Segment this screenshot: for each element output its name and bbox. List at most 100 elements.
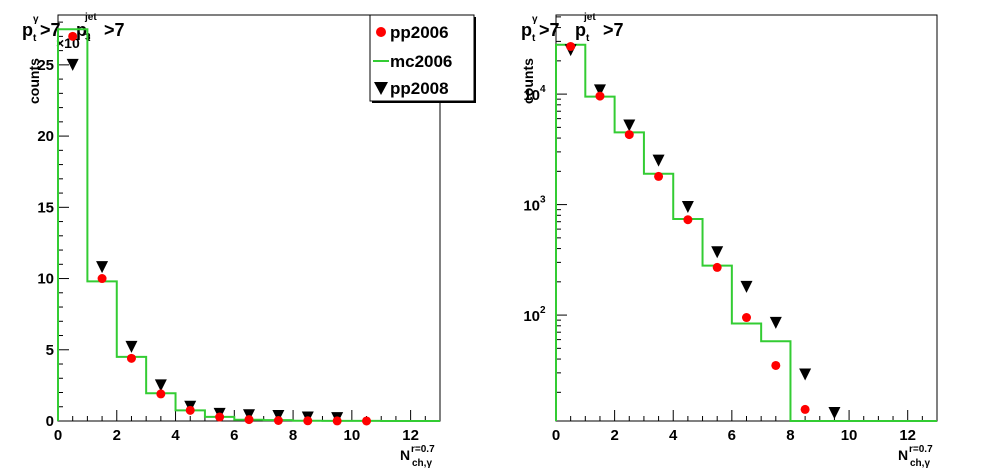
pp2008-point — [681, 201, 694, 214]
left-y-axis-label: counts — [26, 58, 42, 104]
x-label-main: N — [400, 447, 410, 463]
legend: pp2006 mc2006 pp2008 — [369, 14, 476, 103]
legend-shadow-bottom — [372, 101, 476, 103]
legend-marker-pp2008 — [374, 82, 388, 95]
mc2006-histogram-line — [555, 43, 937, 422]
pp2006-point — [332, 416, 342, 426]
title-p2: p — [575, 20, 586, 40]
x-tick-label: 12 — [899, 427, 916, 444]
pp2006-point — [273, 416, 283, 426]
title-jet-sup: jet — [583, 12, 596, 23]
y-tick-label-base: 10 — [523, 87, 540, 104]
pp2006-point — [185, 405, 195, 415]
pp2008-point — [623, 119, 636, 132]
x-label-sub: ch,γ — [910, 458, 930, 469]
y-tick-label-power: 2 — [540, 305, 546, 316]
pp2006-point — [68, 31, 78, 41]
x-label-sub: ch,γ — [412, 458, 432, 469]
y-tick-label-power: 3 — [540, 195, 546, 206]
pp2006-point — [215, 412, 225, 422]
pp2006-point — [624, 130, 634, 140]
pp2006-point — [712, 262, 722, 272]
pp2006-point — [683, 215, 693, 225]
pp2008-point — [711, 246, 724, 259]
pp2006-point — [362, 416, 372, 426]
mc2006-histogram-line — [57, 28, 440, 422]
title-gamma-sup: γ — [532, 14, 538, 25]
title-t2-sub: t — [586, 33, 590, 44]
pp2008-point — [125, 340, 138, 353]
pp2008-point — [769, 316, 782, 329]
right-data-marks — [555, 41, 937, 422]
title-threshold-1: >7 — [539, 20, 560, 40]
x-tick-label: 10 — [344, 427, 361, 444]
legend-marker-pp2006 — [376, 27, 386, 37]
x-tick-label: 10 — [841, 427, 858, 444]
pp2006-point — [303, 416, 313, 426]
pp2006-point — [742, 313, 751, 323]
pp2008-point — [593, 84, 606, 97]
y-tick-label: 20 — [37, 128, 54, 145]
x-tick-label: 4 — [669, 427, 678, 444]
title-gamma-sup: γ — [33, 14, 39, 25]
right-x-axis-label: N ch,γ r=0.7 — [898, 444, 933, 469]
pp2008-point — [799, 368, 812, 381]
y-tick-label-base: 10 — [523, 308, 540, 325]
title-threshold-1: >7 — [40, 20, 61, 40]
pp2006-point — [771, 360, 781, 370]
left-data-marks — [57, 28, 440, 426]
pp2008-point — [66, 58, 79, 71]
pp2008-point — [154, 379, 167, 392]
left-axes: 0 2 4 6 8 10 12 0 5 10 15 20 25 — [37, 21, 441, 444]
y-tick-label: 15 — [37, 199, 54, 216]
pp2006-point — [126, 353, 136, 363]
title-t-sub: t — [33, 33, 37, 44]
pp2006-point — [244, 415, 254, 425]
title-p: p — [22, 20, 33, 40]
pp2006-point — [566, 41, 576, 51]
x-label-main: N — [898, 447, 908, 463]
x-tick-label: 8 — [786, 427, 794, 444]
title-threshold-2: >7 — [603, 20, 624, 40]
pp2006-point — [156, 389, 166, 399]
pp2008-point — [828, 406, 841, 419]
x-label-sup: r=0.7 — [411, 444, 435, 455]
x-tick-label: 2 — [113, 427, 121, 444]
right-chart: p t γ >7 p t jet >7 counts N ch,γ r=0.7 … — [520, 12, 938, 469]
title-t-sub: t — [532, 33, 536, 44]
pp2008-point — [740, 280, 753, 293]
legend-box — [369, 14, 475, 102]
y-tick-label: 10 — [37, 271, 54, 288]
y-tick-label-base: 10 — [523, 198, 540, 215]
y-tick-label: 25 — [37, 57, 54, 74]
left-x-axis-label: N ch,γ r=0.7 — [400, 444, 435, 469]
title-jet-sup: jet — [84, 12, 97, 23]
right-plot-frame — [555, 14, 938, 422]
pp2006-point — [97, 274, 107, 284]
pp2006-point — [595, 91, 605, 101]
pp2006-point — [654, 171, 664, 181]
x-tick-label: 6 — [728, 427, 736, 444]
x-tick-label: 6 — [230, 427, 238, 444]
y-tick-label: 0 — [46, 413, 54, 430]
legend-label-pp2008: pp2008 — [390, 79, 449, 98]
right-y-axis-label: counts — [520, 58, 536, 104]
y-tick-label: 5 — [46, 342, 54, 359]
x-tick-label: 8 — [289, 427, 297, 444]
x-tick-label: 12 — [402, 427, 419, 444]
x-tick-label: 0 — [552, 427, 560, 444]
legend-label-pp2006: pp2006 — [390, 23, 449, 42]
legend-label-mc2006: mc2006 — [390, 52, 452, 71]
x-tick-label: 4 — [171, 427, 180, 444]
title-p: p — [521, 20, 532, 40]
right-chart-title: p t γ >7 p t jet >7 — [521, 12, 624, 44]
pp2008-point — [652, 154, 665, 167]
title-threshold-2: >7 — [104, 20, 125, 40]
y-tick-label-power: 4 — [540, 84, 546, 95]
x-label-sup: r=0.7 — [909, 444, 933, 455]
x-tick-label: 2 — [610, 427, 618, 444]
x-tick-label: 0 — [54, 427, 62, 444]
legend-shadow-right — [474, 17, 476, 103]
pp2008-point — [96, 261, 109, 274]
